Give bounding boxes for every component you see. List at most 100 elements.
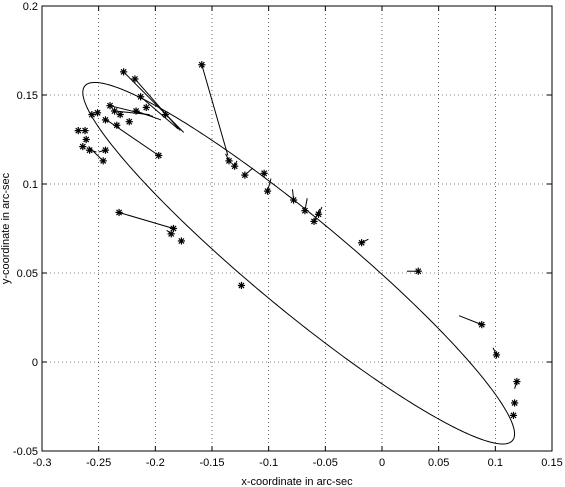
asterisk-stroke <box>510 412 517 419</box>
data-point <box>511 399 519 407</box>
x-tick-label: -0.25 <box>86 457 111 469</box>
data-point <box>142 103 150 112</box>
data-point <box>290 196 298 204</box>
data-point <box>99 157 107 165</box>
data-point <box>120 68 128 76</box>
asterisk-stroke <box>415 268 422 275</box>
residual-line <box>118 212 174 229</box>
data-point <box>161 110 170 119</box>
asterisk-stroke <box>225 157 233 164</box>
data-point <box>509 411 518 419</box>
asterisk-stroke <box>83 136 90 143</box>
data-point <box>74 127 82 135</box>
y-tick-label: 0.05 <box>17 268 38 280</box>
asterisk-stroke <box>82 127 89 134</box>
data-point <box>116 110 124 119</box>
asterisk-stroke <box>79 143 86 150</box>
y-tick-label: -0.05 <box>13 446 38 458</box>
asterisk-stroke <box>301 207 308 214</box>
data-point <box>86 146 94 154</box>
data-point <box>110 107 119 115</box>
data-point <box>237 281 246 290</box>
x-tick-label: -0.3 <box>33 457 52 469</box>
data-point <box>301 207 309 215</box>
asterisk-stroke <box>155 152 162 159</box>
x-tick-label: 0 <box>379 457 385 469</box>
data-point <box>492 351 501 359</box>
asterisk-stroke <box>478 321 485 328</box>
asterisk-stroke <box>137 93 144 100</box>
data-point <box>88 110 96 119</box>
asterisk-stroke <box>88 111 95 118</box>
asterisk-stroke <box>75 127 82 134</box>
data-point <box>513 377 521 386</box>
data-point <box>155 151 163 160</box>
axis-ticks: -0.3 -0.25 -0.2 -0.15 -0.1 -0.05 0 0.05 0.1 0.15 -… <box>13 1 563 469</box>
asterisk-stroke <box>100 157 107 164</box>
y-tick-label: 0.2 <box>23 1 38 13</box>
asterisk-stroke <box>264 188 271 195</box>
asterisk-stroke <box>315 211 322 218</box>
data-point <box>131 75 139 83</box>
residual-line <box>123 71 185 133</box>
data-point <box>101 116 110 124</box>
y-tick-label: 0 <box>32 357 38 369</box>
data-point <box>177 237 185 245</box>
asterisk-stroke <box>358 239 365 246</box>
data-point <box>310 217 318 225</box>
data-point <box>358 239 366 247</box>
grid <box>42 6 552 451</box>
residual-line <box>134 78 181 131</box>
asterisk-stroke <box>113 122 120 129</box>
data-point <box>81 127 89 135</box>
residual-line <box>135 110 162 121</box>
asterisk-stroke <box>290 197 297 204</box>
x-axis-label: x-coordinate in arc-sec <box>241 476 353 487</box>
fitted-orbit-ellipse <box>82 81 516 445</box>
asterisk-stroke <box>231 163 238 170</box>
data-point <box>314 210 323 218</box>
data-point <box>169 224 178 233</box>
residual-line <box>140 96 179 130</box>
data-point <box>414 267 422 275</box>
data-point <box>125 118 133 126</box>
data-point <box>101 146 110 154</box>
residual-line <box>458 315 482 326</box>
data-point <box>132 107 140 115</box>
asterisk-stroke <box>117 111 124 118</box>
data-point <box>231 162 239 170</box>
data-point <box>106 102 114 110</box>
asterisk-stroke <box>513 378 520 385</box>
asterisk-stroke <box>261 170 268 177</box>
data-point <box>263 187 272 195</box>
residual-lines <box>83 64 518 404</box>
y-tick-label: 0.15 <box>17 90 38 102</box>
data-point <box>225 157 233 165</box>
data-point <box>260 169 268 177</box>
asterisk-stroke <box>493 351 500 358</box>
asterisk-stroke <box>310 218 318 225</box>
x-tick-label: -0.05 <box>313 457 338 469</box>
y-axis-label: y-coordinate in arc-sec <box>0 172 12 284</box>
asterisk-stroke <box>102 147 109 154</box>
data-point <box>137 93 145 101</box>
asterisk-stroke <box>168 230 175 237</box>
data-point <box>198 61 206 69</box>
asterisk-stroke <box>170 225 177 232</box>
data-point <box>478 321 486 329</box>
asterisk-stroke <box>143 104 150 111</box>
asterisk-stroke <box>86 147 93 154</box>
data-point <box>113 121 121 129</box>
residual-line <box>201 64 229 156</box>
x-tick-label: 0.05 <box>428 457 449 469</box>
x-tick-label: 0.15 <box>541 457 562 469</box>
asterisk-stroke <box>131 75 138 82</box>
x-tick-label: -0.15 <box>199 457 224 469</box>
data-point <box>115 208 123 217</box>
asterisk-stroke <box>102 116 109 123</box>
y-tick-label: 0.1 <box>23 179 38 191</box>
asterisk-stroke <box>111 108 118 115</box>
plot-frame <box>41 5 553 452</box>
